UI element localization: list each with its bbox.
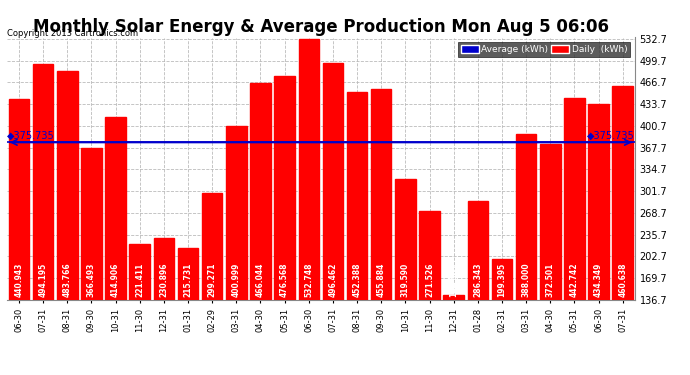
Text: 532.748: 532.748 bbox=[304, 262, 313, 297]
Text: 452.388: 452.388 bbox=[353, 262, 362, 297]
Bar bbox=[299, 39, 319, 300]
Bar bbox=[57, 71, 77, 300]
Title: Monthly Solar Energy & Average Production Mon Aug 5 06:06: Monthly Solar Energy & Average Productio… bbox=[33, 18, 609, 36]
Bar bbox=[81, 148, 101, 300]
Bar bbox=[33, 64, 53, 300]
Bar bbox=[178, 248, 198, 300]
Text: ◆375.735: ◆375.735 bbox=[587, 131, 635, 141]
Text: 476.568: 476.568 bbox=[280, 262, 289, 297]
Bar bbox=[540, 144, 560, 300]
Text: 372.501: 372.501 bbox=[546, 262, 555, 297]
Bar bbox=[9, 99, 29, 300]
Text: 466.044: 466.044 bbox=[256, 262, 265, 297]
Bar bbox=[226, 126, 246, 300]
Text: 442.742: 442.742 bbox=[570, 262, 579, 297]
Bar bbox=[275, 76, 295, 300]
Bar bbox=[516, 134, 536, 300]
Bar bbox=[492, 259, 512, 300]
Text: 496.462: 496.462 bbox=[328, 262, 337, 297]
Text: 434.349: 434.349 bbox=[594, 262, 603, 297]
Text: 460.638: 460.638 bbox=[618, 262, 627, 297]
Text: 286.343: 286.343 bbox=[473, 262, 482, 297]
Text: Copyright 2013 Cartronics.com: Copyright 2013 Cartronics.com bbox=[7, 29, 138, 38]
Text: 483.766: 483.766 bbox=[63, 262, 72, 297]
Text: 221.411: 221.411 bbox=[135, 262, 144, 297]
Text: 299.271: 299.271 bbox=[208, 262, 217, 297]
Bar bbox=[250, 83, 270, 300]
Bar bbox=[420, 211, 440, 300]
Bar bbox=[613, 86, 633, 300]
Text: 144.501: 144.501 bbox=[449, 262, 458, 297]
Bar bbox=[347, 92, 367, 300]
Text: 199.395: 199.395 bbox=[497, 262, 506, 297]
Text: 400.999: 400.999 bbox=[232, 262, 241, 297]
Bar bbox=[589, 104, 609, 300]
Text: 388.000: 388.000 bbox=[522, 262, 531, 297]
Bar bbox=[130, 244, 150, 300]
Text: 440.943: 440.943 bbox=[14, 262, 23, 297]
Text: 215.731: 215.731 bbox=[184, 262, 193, 297]
Text: 271.526: 271.526 bbox=[425, 262, 434, 297]
Text: 230.896: 230.896 bbox=[159, 262, 168, 297]
Legend: Average (kWh), Daily  (kWh): Average (kWh), Daily (kWh) bbox=[458, 42, 630, 57]
Bar bbox=[444, 295, 464, 300]
Text: 414.906: 414.906 bbox=[111, 262, 120, 297]
Bar bbox=[154, 238, 174, 300]
Bar bbox=[468, 201, 488, 300]
Bar bbox=[323, 63, 343, 300]
Text: 319.590: 319.590 bbox=[401, 262, 410, 297]
Bar bbox=[371, 90, 391, 300]
Text: ◆375.735: ◆375.735 bbox=[7, 131, 55, 141]
Bar bbox=[395, 179, 415, 300]
Text: 366.493: 366.493 bbox=[87, 262, 96, 297]
Bar bbox=[106, 117, 126, 300]
Bar bbox=[202, 193, 222, 300]
Bar bbox=[564, 98, 584, 300]
Text: 455.884: 455.884 bbox=[377, 262, 386, 297]
Text: 494.195: 494.195 bbox=[39, 262, 48, 297]
